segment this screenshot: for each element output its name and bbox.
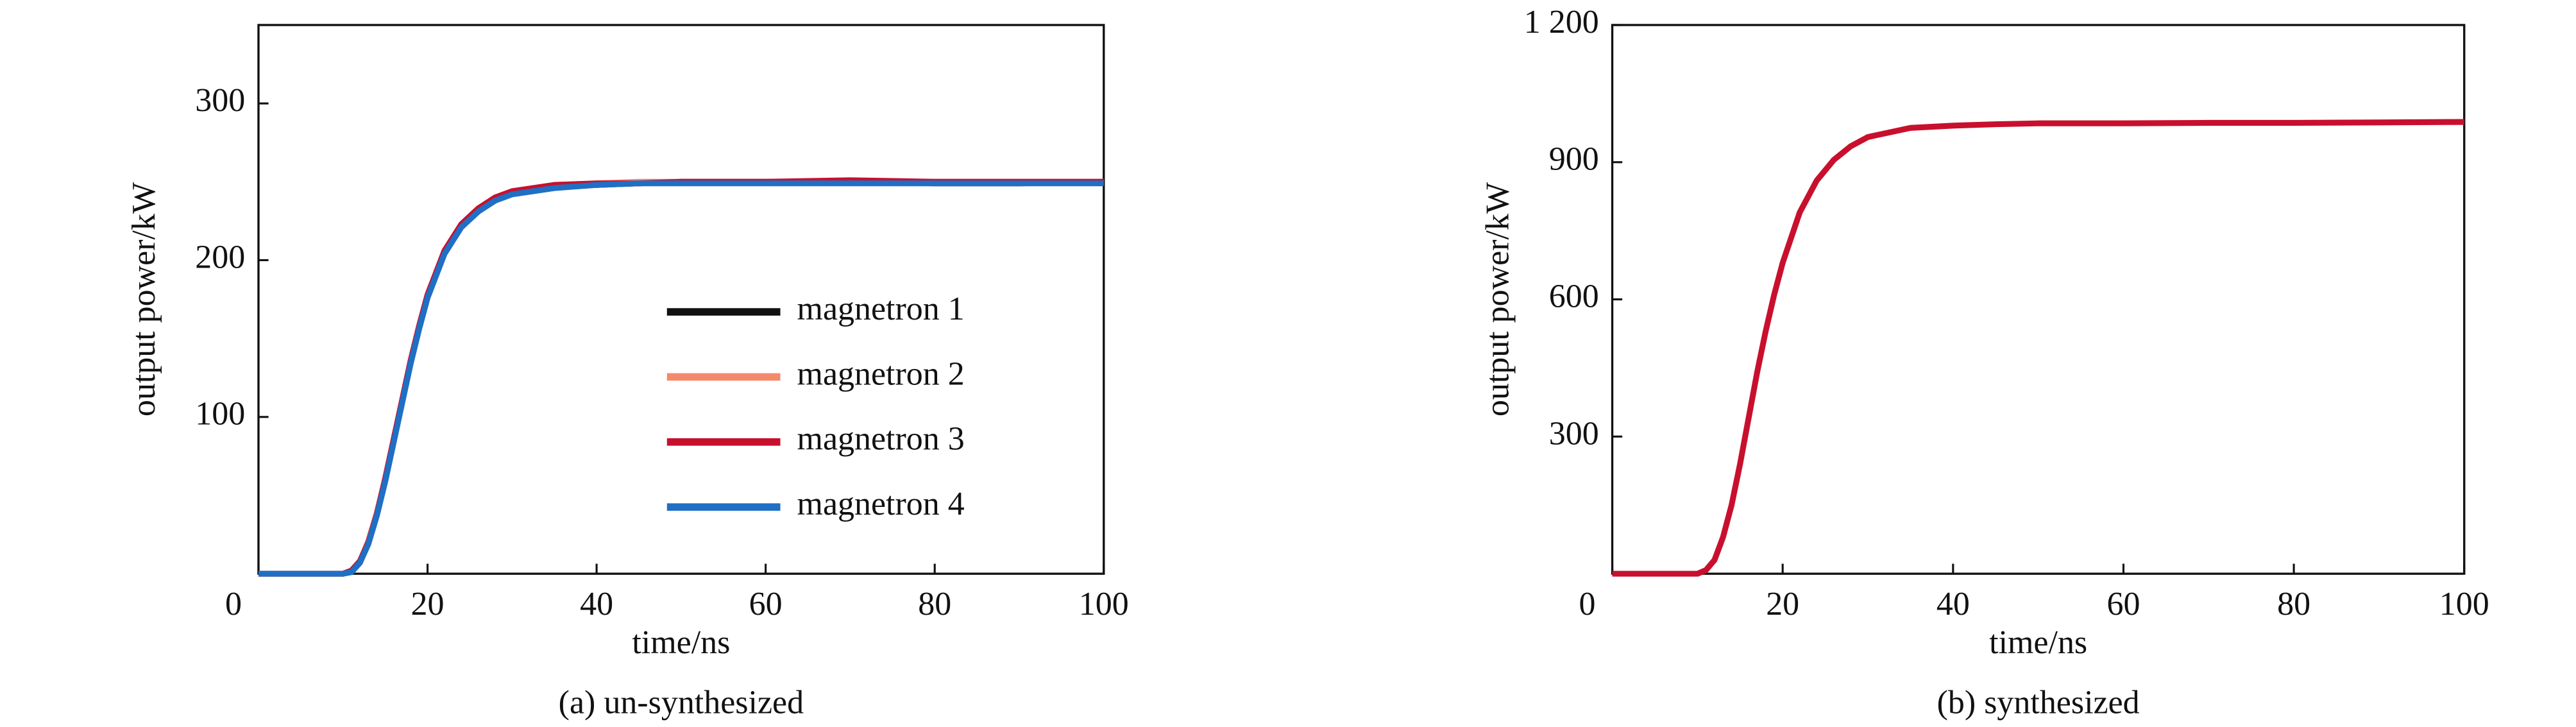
- x-tick-label: 100: [2439, 586, 2489, 622]
- x-tick-label: 80: [2277, 586, 2310, 622]
- y-axis-label: output power/kW: [126, 182, 162, 416]
- y-tick-label: 300: [1549, 415, 1599, 452]
- x-tick-label: 100: [1079, 586, 1129, 622]
- chart-title: (a) un-synthesized: [559, 684, 804, 721]
- chart-title: (b) synthesized: [1937, 684, 2140, 721]
- legend-label: magnetron 1: [797, 291, 965, 327]
- x-tick-label: 20: [411, 586, 445, 622]
- x-tick-label: 0: [225, 586, 242, 622]
- x-tick-label: 0: [1579, 586, 1596, 622]
- x-tick-label: 60: [2106, 586, 2140, 622]
- y-tick-label: 100: [195, 396, 245, 432]
- x-tick-label: 60: [749, 586, 783, 622]
- y-tick-label: 200: [195, 239, 245, 275]
- legend-label: magnetron 2: [797, 355, 965, 392]
- plot-frame: [257, 24, 1105, 575]
- legend-label: magnetron 4: [797, 486, 965, 522]
- legend-label: magnetron 3: [797, 421, 965, 458]
- series-line: [1612, 119, 2464, 577]
- y-axis-label: output power/kW: [1479, 182, 1516, 416]
- x-tick-label: 80: [918, 586, 951, 622]
- x-axis-label: time/ns: [1989, 624, 2087, 661]
- series-line: [258, 180, 1104, 577]
- x-axis-label: time/ns: [632, 624, 730, 661]
- x-tick-label: 40: [1936, 586, 1970, 622]
- y-tick-label: 300: [195, 82, 245, 119]
- y-tick-label: 600: [1549, 278, 1599, 314]
- y-tick-label: 1 200: [1524, 4, 1599, 40]
- x-tick-label: 40: [580, 586, 613, 622]
- x-tick-label: 20: [1766, 586, 1799, 622]
- plot-frame: [1611, 24, 2466, 575]
- y-tick-label: 900: [1549, 141, 1599, 178]
